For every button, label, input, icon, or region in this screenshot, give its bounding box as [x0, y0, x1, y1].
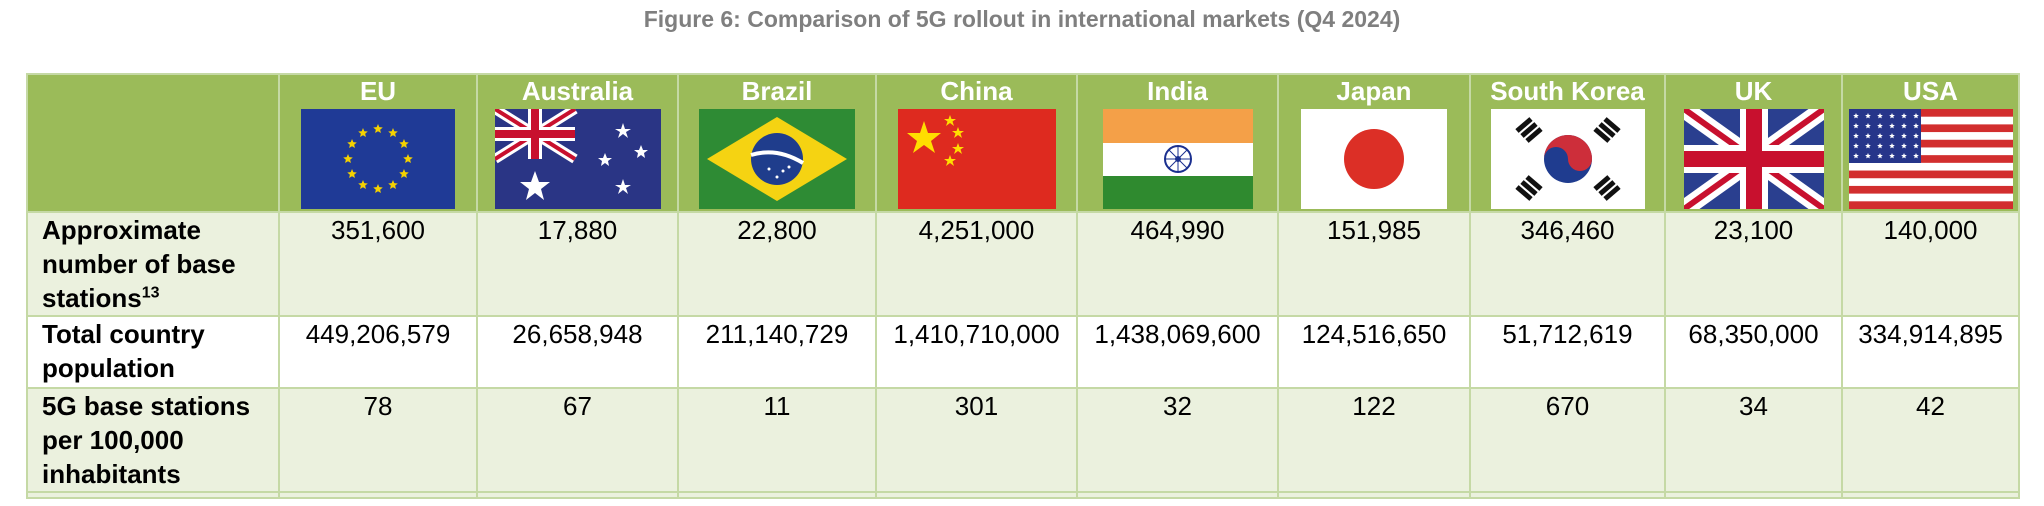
column-name: EU	[359, 76, 397, 106]
row-label: Approximate number of base stations13	[26, 211, 280, 317]
column-name: South Korea	[1490, 76, 1645, 106]
table-cell	[677, 491, 877, 499]
header-row: EU Australia	[26, 73, 2020, 213]
table-cell: 301	[875, 387, 1078, 493]
table-cell: 464,990	[1076, 211, 1279, 317]
table-cell	[1076, 491, 1279, 499]
column-header-eu: EU	[278, 73, 478, 213]
usa-flag-icon	[1848, 109, 2013, 209]
table-cell: 51,712,619	[1469, 315, 1666, 389]
row-label: 5G base stations per 100,000 inhabitants	[26, 387, 280, 493]
column-header-usa: USA	[1841, 73, 2020, 213]
table-cell: 78	[278, 387, 478, 493]
table-cell	[1277, 491, 1471, 499]
column-header-brazil: Brazil	[677, 73, 877, 213]
japan-flag-icon	[1301, 109, 1447, 209]
uk-flag-icon	[1683, 109, 1824, 209]
table-cell: 11	[677, 387, 877, 493]
table-cell	[875, 491, 1078, 499]
eu-flag-icon	[301, 109, 455, 209]
column-header-australia: Australia	[476, 73, 679, 213]
table-cell: 67	[476, 387, 679, 493]
column-name: Brazil	[741, 76, 813, 106]
table-cell: 346,460	[1469, 211, 1666, 317]
australia-flag-icon	[494, 109, 661, 209]
table-cell: 34	[1664, 387, 1843, 493]
table-cell	[278, 491, 478, 499]
column-name: Japan	[1336, 76, 1412, 106]
india-flag-icon	[1102, 109, 1253, 209]
column-name: China	[940, 76, 1013, 106]
column-header-china: China	[875, 73, 1078, 213]
china-flag-icon	[897, 109, 1056, 209]
table-row: 5G base stations per 100,000 inhabitants…	[26, 387, 2020, 493]
header-corner	[26, 73, 280, 213]
column-name: UK	[1734, 76, 1773, 106]
table-cell: 124,516,650	[1277, 315, 1471, 389]
table-cell: 22,800	[677, 211, 877, 317]
column-header-india: India	[1076, 73, 1279, 213]
table-cell: 4,251,000	[875, 211, 1078, 317]
column-header-uk: UK	[1664, 73, 1843, 213]
comparison-table: EU Australia	[26, 73, 2020, 499]
table-cell: 449,206,579	[278, 315, 478, 389]
table-cell	[1841, 491, 2020, 499]
table-cell	[476, 491, 679, 499]
table-row: Total country population 449,206,579 26,…	[26, 315, 2020, 389]
table-cell	[1664, 491, 1843, 499]
table-cell: 1,410,710,000	[875, 315, 1078, 389]
table-cell: 211,140,729	[677, 315, 877, 389]
column-header-south-korea: South Korea	[1469, 73, 1666, 213]
table-cell: 140,000	[1841, 211, 2020, 317]
table-cell: 334,914,895	[1841, 315, 2020, 389]
figure-caption: Figure 6: Comparison of 5G rollout in in…	[643, 6, 1401, 32]
column-name: India	[1147, 76, 1208, 106]
table-cell: 26,658,948	[476, 315, 679, 389]
brazil-flag-icon	[699, 109, 855, 209]
table-cell: 42	[1841, 387, 2020, 493]
footnote-marker: 13	[141, 284, 160, 302]
table-cell: 151,985	[1277, 211, 1471, 317]
table-cell: 351,600	[278, 211, 478, 317]
table-row: Approximate number of base stations13 35…	[26, 211, 2020, 317]
table-cell: 23,100	[1664, 211, 1843, 317]
table-cell: 17,880	[476, 211, 679, 317]
table-cell: 32	[1076, 387, 1279, 493]
row-label-text: Approximate number of base stations	[42, 215, 236, 313]
column-header-japan: Japan	[1277, 73, 1471, 213]
table-cell	[1469, 491, 1666, 499]
south-korea-flag-icon	[1490, 109, 1645, 209]
table-cell: 68,350,000	[1664, 315, 1843, 389]
table-row-partial	[26, 491, 2020, 499]
table-cell: 1,438,069,600	[1076, 315, 1279, 389]
table-cell: 122	[1277, 387, 1471, 493]
table-cell: 670	[1469, 387, 1666, 493]
table-cell	[26, 491, 280, 499]
column-name: Australia	[521, 76, 634, 106]
row-label: Total country population	[26, 315, 280, 389]
column-name: USA	[1903, 76, 1958, 106]
